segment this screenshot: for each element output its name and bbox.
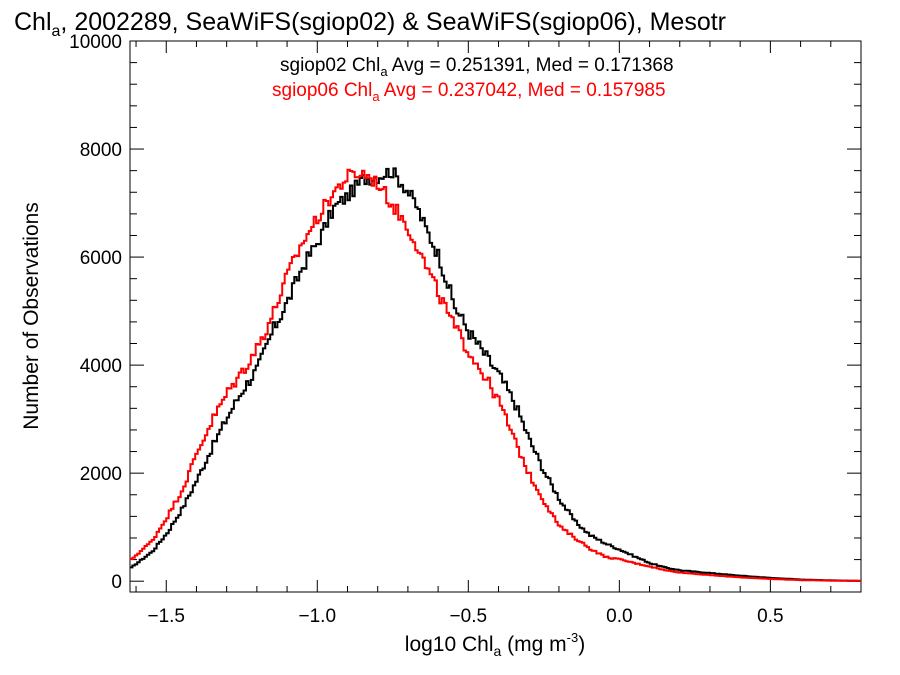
legend-sgiop06-subscript: a bbox=[372, 89, 380, 104]
x-axis-label: log10 Chla (mg m-3) bbox=[405, 630, 585, 659]
x-tick-label-2: −0.5 bbox=[450, 606, 488, 627]
chart-title-rest: , 2002289, SeaWiFS(sgiop02) & SeaWiFS(sg… bbox=[60, 8, 726, 36]
chart-title-subscript: a bbox=[52, 23, 61, 40]
y-tick-labels: 0 2000 4000 6000 8000 10000 bbox=[69, 32, 122, 593]
x-tick-labels: −1.5 −1.0 −0.5 0.0 0.5 bbox=[147, 606, 783, 627]
legend-sgiop06: sgiop06 Chla Avg = 0.237042, Med = 0.157… bbox=[272, 80, 666, 104]
x-tick-label-3: 0.0 bbox=[606, 606, 632, 627]
legend-sgiop02: sgiop02 Chla Avg = 0.251391, Med = 0.171… bbox=[280, 55, 674, 79]
series-layer bbox=[130, 167, 861, 582]
legend-sgiop06-rest: Avg = 0.237042, Med = 0.157985 bbox=[380, 80, 666, 101]
chart-title: Chla, 2002289, SeaWiFS(sgiop02) & SeaWiF… bbox=[14, 8, 726, 40]
legend-sgiop06-prefix: sgiop06 Chl bbox=[272, 80, 372, 101]
series-sgiop06 bbox=[130, 168, 861, 582]
plot-frame bbox=[129, 40, 862, 593]
y-axis-label: Number of Observations bbox=[20, 202, 43, 430]
x-tick-label-1: −1.0 bbox=[299, 606, 337, 627]
y-tick-label-3: 6000 bbox=[80, 248, 122, 269]
x-axis-label-superscript: -3 bbox=[567, 630, 579, 645]
y-tick-label-2: 4000 bbox=[80, 356, 122, 377]
x-axis-label-prefix: log10 Chl bbox=[405, 633, 494, 656]
y-tick-label-0: 0 bbox=[111, 572, 122, 593]
axis-ticks bbox=[130, 40, 862, 592]
x-axis-label-rest: (mg m bbox=[501, 633, 566, 656]
x-axis-label-subscript: a bbox=[494, 643, 502, 659]
legend-sgiop02-rest: Avg = 0.251391, Med = 0.171368 bbox=[388, 55, 674, 76]
x-tick-label-0: −1.5 bbox=[147, 606, 185, 627]
series-sgiop02 bbox=[130, 167, 861, 582]
y-tick-label-1: 2000 bbox=[80, 464, 122, 485]
x-tick-label-4: 0.5 bbox=[757, 606, 783, 627]
y-tick-label-4: 8000 bbox=[80, 140, 122, 161]
x-axis-label-end: ) bbox=[578, 633, 585, 656]
legend-sgiop02-prefix: sgiop02 Chl bbox=[280, 55, 380, 76]
chart-title-prefix: Chl bbox=[14, 8, 52, 36]
legend-sgiop02-subscript: a bbox=[380, 64, 388, 79]
y-tick-label-5: 10000 bbox=[69, 32, 122, 53]
